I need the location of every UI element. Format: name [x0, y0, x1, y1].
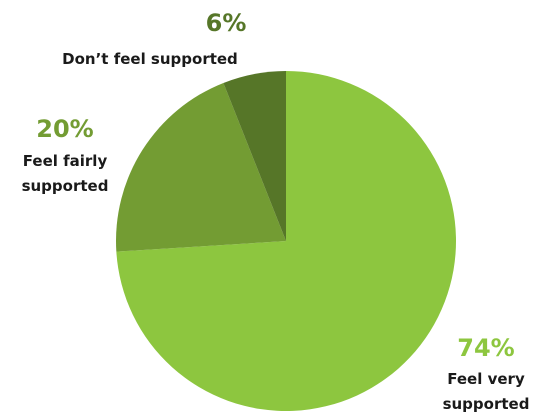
label-group-dont-feel-supported: 6% Don’t feel supported [62, 9, 246, 68]
label-group-feel-very-supported: 74% Feel very supported [443, 334, 530, 413]
slice-category-label: Feel very [447, 370, 525, 388]
pie-slice [116, 82, 286, 252]
slice-category-label: Feel fairly [23, 152, 108, 170]
slice-percent-label: 74% [457, 334, 514, 362]
pie-slices [116, 70, 457, 412]
slice-percent-label: 6% [206, 9, 247, 37]
slice-category-label: Don’t feel supported [62, 50, 238, 68]
slice-percent-label: 20% [36, 115, 93, 143]
slice-category-label: supported [443, 395, 530, 413]
pie-slice [223, 71, 286, 241]
pie-slice [116, 70, 457, 412]
slice-category-label: supported [22, 177, 109, 195]
label-group-feel-fairly-supported: 20% Feel fairly supported [22, 115, 109, 195]
